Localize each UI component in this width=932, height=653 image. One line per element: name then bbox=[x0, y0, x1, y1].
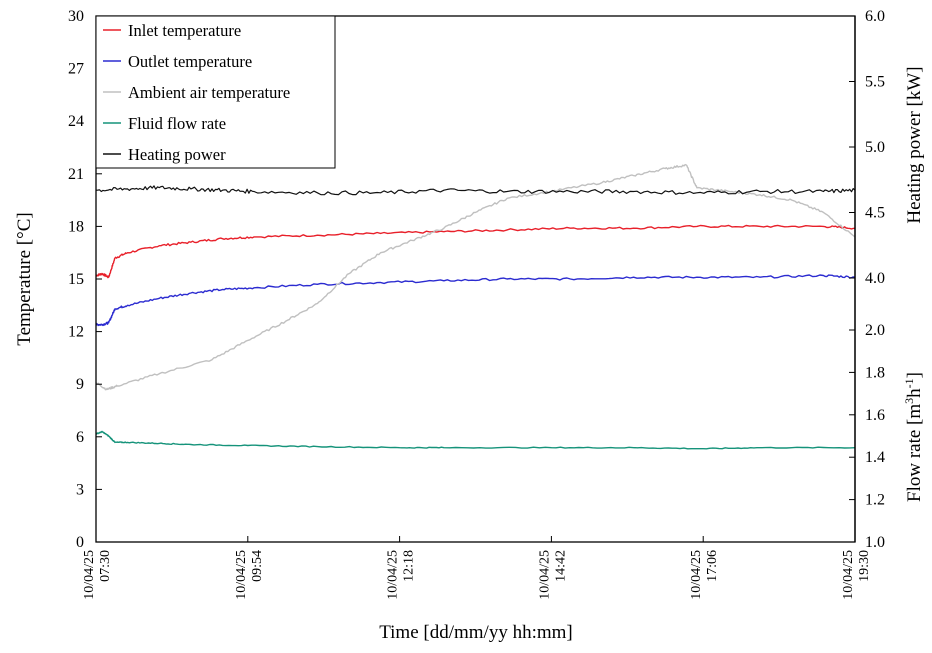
y-right-power-title: Heating power [kW] bbox=[904, 66, 925, 223]
x-tick-label-time: 09:54 bbox=[250, 550, 265, 582]
flow-title-end: ] bbox=[904, 372, 925, 378]
x-tick-label-time: 12:18 bbox=[402, 550, 417, 582]
x-tick-label-time: 17:06 bbox=[705, 550, 720, 582]
legend-label: Ambient air temperature bbox=[128, 83, 290, 102]
y-power-tick-label: 5.0 bbox=[865, 139, 885, 156]
legend: Inlet temperature Outlet temperature Ambie… bbox=[95, 15, 336, 169]
y-flow-tick-label: 1.8 bbox=[865, 364, 885, 381]
x-tick-label-date: 10/04/25 bbox=[841, 550, 856, 600]
x-tick-label-date: 10/04/25 bbox=[386, 550, 401, 600]
x-tick-label-date: 10/04/25 bbox=[537, 550, 552, 600]
flow-title-sup1: 3 bbox=[902, 398, 916, 404]
y-flow-tick-label: 1.6 bbox=[865, 407, 885, 424]
series-layer bbox=[95, 163, 856, 450]
y-left-title: Temperature [°C] bbox=[14, 212, 35, 345]
legend-label: Heating power bbox=[128, 145, 226, 164]
series-line bbox=[95, 185, 856, 196]
x-tick-label-date: 10/04/25 bbox=[82, 550, 97, 600]
y-left-tick-label: 30 bbox=[68, 8, 84, 25]
flow-title-mid: h bbox=[904, 388, 925, 398]
legend-label: Inlet temperature bbox=[128, 21, 241, 40]
series-line bbox=[95, 163, 856, 391]
flow-title-base: Flow rate [m bbox=[904, 404, 925, 502]
y-left-tick-label: 24 bbox=[68, 113, 84, 130]
y-left-tick-label: 6 bbox=[76, 429, 84, 446]
x-tick-label-time: 07:30 bbox=[98, 550, 113, 582]
x-tick-label-date: 10/04/25 bbox=[689, 550, 704, 600]
flow-title-sup2: -1 bbox=[902, 378, 916, 388]
legend-box bbox=[95, 15, 336, 169]
x-axis-title: Time [dd/mm/yy hh:mm] bbox=[379, 622, 573, 643]
y-power-tick-label: 4.5 bbox=[865, 205, 885, 222]
y-left-tick-label: 18 bbox=[68, 218, 84, 235]
series-line bbox=[95, 274, 856, 327]
x-tick-label-time: 19:30 bbox=[857, 550, 872, 582]
x-tick-label-date: 10/04/25 bbox=[234, 550, 249, 600]
y-power-tick-label: 6.0 bbox=[865, 8, 885, 25]
y-flow-tick-label: 1.4 bbox=[865, 449, 885, 466]
legend-label: Outlet temperature bbox=[128, 52, 252, 71]
legend-label: Fluid flow rate bbox=[128, 114, 226, 133]
y-right-flow-title: Flow rate [m3h-1] bbox=[902, 372, 925, 502]
y-left-tick-label: 21 bbox=[68, 166, 84, 183]
series-line bbox=[95, 430, 856, 450]
y-flow-tick-label: 1.0 bbox=[865, 534, 885, 551]
y-left-tick-label: 0 bbox=[76, 534, 84, 551]
y-left-tick-label: 15 bbox=[68, 271, 84, 288]
y-power-tick-label: 4.0 bbox=[865, 270, 885, 287]
y-left-tick-label: 12 bbox=[68, 324, 84, 341]
y-left-tick-label: 9 bbox=[76, 376, 84, 393]
x-tick-label-time: 14:42 bbox=[553, 550, 568, 582]
y-flow-tick-label: 1.2 bbox=[865, 492, 885, 509]
tick-layer: 0 3 6 9 12 15 18 21 24 27 30 4.0 4.5 5.0 5.5 6.0 1.0 1.2 1… bbox=[68, 8, 885, 600]
y-left-tick-label: 3 bbox=[76, 481, 84, 498]
y-flow-tick-label: 2.0 bbox=[865, 322, 885, 339]
y-power-tick-label: 5.5 bbox=[865, 74, 885, 91]
y-left-tick-label: 27 bbox=[68, 61, 84, 78]
series-line bbox=[95, 224, 856, 279]
